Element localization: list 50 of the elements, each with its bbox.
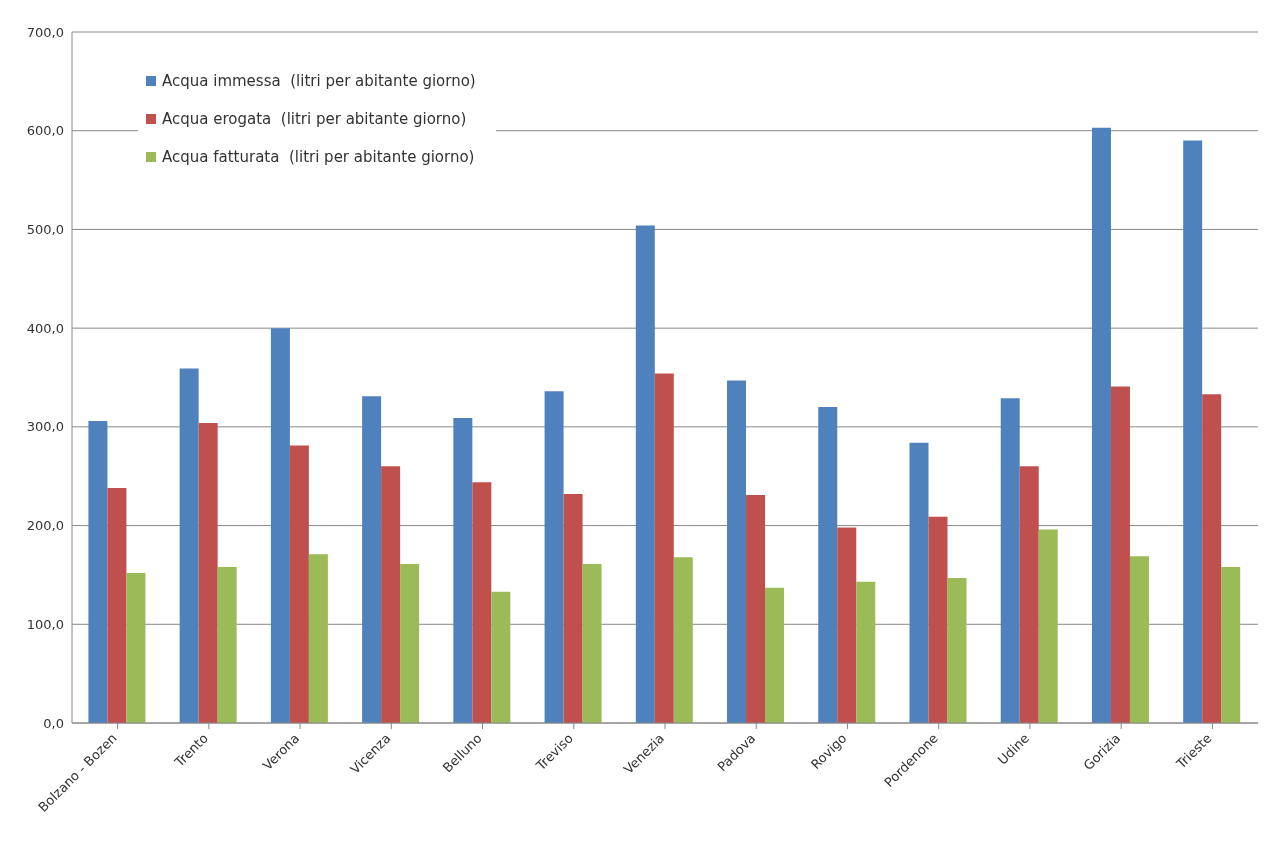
bar <box>1221 567 1241 723</box>
bar <box>746 494 766 723</box>
bar <box>1038 529 1058 723</box>
bar <box>453 417 473 723</box>
y-tick-label: 400,0 <box>26 320 64 336</box>
y-tick-label: 200,0 <box>26 518 64 534</box>
bar <box>947 577 967 723</box>
y-tick-label: 100,0 <box>26 616 64 632</box>
bar <box>198 422 218 723</box>
bar <box>928 516 948 723</box>
bar <box>1129 556 1149 723</box>
bar <box>563 493 583 723</box>
legend-label: Acqua fatturata (litri per abitante giorno) <box>162 147 475 168</box>
bar <box>289 445 309 723</box>
y-tick-label: 0,0 <box>43 715 64 731</box>
bar <box>673 557 693 723</box>
bar <box>856 581 876 723</box>
y-tick-label: 600,0 <box>26 123 64 139</box>
bar <box>635 225 655 723</box>
bar <box>1202 394 1222 723</box>
bar <box>654 373 674 723</box>
bar <box>1091 127 1111 723</box>
legend-label: Acqua immessa (litri per abitante giorno) <box>162 71 476 92</box>
bar <box>381 466 401 723</box>
bar <box>270 328 290 723</box>
legend-label: Acqua erogata (litri per abitante giorno) <box>162 109 467 130</box>
bar <box>107 488 127 723</box>
bar <box>909 442 929 723</box>
bar <box>308 554 328 723</box>
y-tick-label: 700,0 <box>26 24 64 40</box>
bar <box>837 527 857 723</box>
y-tick-label: 300,0 <box>26 419 64 435</box>
bar <box>491 591 511 723</box>
bar <box>88 420 108 723</box>
bar <box>179 368 199 723</box>
bar <box>400 564 420 723</box>
bar <box>1183 140 1203 723</box>
bar <box>217 567 237 723</box>
bar <box>472 482 492 723</box>
bar <box>362 396 382 723</box>
bar <box>1000 398 1020 723</box>
y-tick-label: 500,0 <box>26 222 64 238</box>
bar <box>727 380 747 723</box>
bar <box>582 564 602 723</box>
bar <box>818 407 838 723</box>
bar <box>126 572 146 723</box>
bar <box>765 587 785 723</box>
bar <box>1110 386 1130 723</box>
bar <box>544 391 564 723</box>
bar <box>1019 466 1039 723</box>
